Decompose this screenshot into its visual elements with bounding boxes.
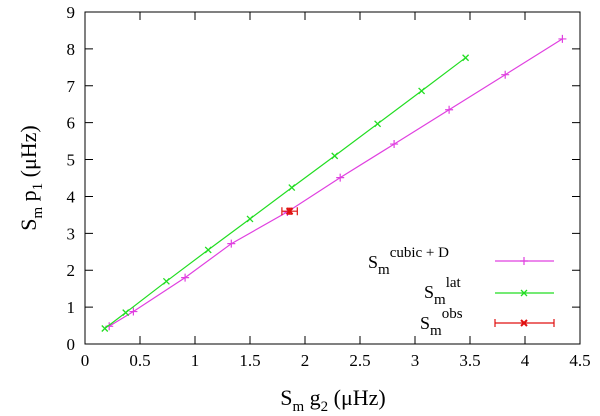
legend-cubic-base: S bbox=[368, 252, 378, 272]
data-point bbox=[285, 207, 294, 215]
y-tick-label: 9 bbox=[67, 3, 76, 22]
x-tick-label: 0.5 bbox=[129, 351, 150, 370]
data-point bbox=[288, 184, 296, 192]
data-point bbox=[246, 215, 254, 223]
data-point bbox=[204, 246, 212, 254]
legend-label-cubic: Smcubic + D bbox=[368, 245, 449, 278]
data-point bbox=[374, 120, 382, 128]
data-point bbox=[331, 152, 339, 160]
x-tick-label: 0 bbox=[81, 351, 90, 370]
legend-obs-sup: obs bbox=[442, 306, 463, 322]
x-axis-title-unit: (μHz) bbox=[328, 385, 386, 410]
x-axis-title-sub1: m bbox=[292, 399, 304, 415]
y-axis-title-sub1: m bbox=[30, 207, 46, 219]
y-axis-title-sub2: 1 bbox=[30, 183, 46, 191]
legend-marker-cubic bbox=[520, 257, 528, 265]
data-point bbox=[181, 273, 190, 282]
x-axis-title: Sm g2 (μHz) bbox=[280, 385, 386, 415]
y-tick-label: 8 bbox=[67, 40, 76, 59]
data-point bbox=[418, 87, 426, 95]
x-tick-label: 3.5 bbox=[459, 351, 480, 370]
x-tick-label: 2.5 bbox=[349, 351, 370, 370]
data-point bbox=[501, 70, 510, 79]
y-axis-title-unit: (μHz) bbox=[16, 125, 41, 183]
data-point bbox=[227, 239, 236, 248]
y-axis-title-main: S bbox=[16, 219, 41, 231]
x-axis-title-mid: g bbox=[304, 385, 321, 410]
x-tick-label: 4 bbox=[521, 351, 530, 370]
y-tick-label: 1 bbox=[67, 298, 76, 317]
series-cubic-d bbox=[105, 34, 567, 331]
data-point bbox=[445, 105, 454, 114]
legend-cubic-sub: m bbox=[378, 262, 390, 278]
legend-cubic-sup: cubic + D bbox=[390, 245, 449, 261]
x-tick-label: 3 bbox=[411, 351, 420, 370]
x-axis-title-main: S bbox=[280, 385, 292, 410]
series-lat bbox=[101, 54, 470, 332]
x-tick-label: 4.5 bbox=[569, 351, 590, 370]
data-point bbox=[462, 54, 470, 62]
y-tick-label: 2 bbox=[67, 261, 76, 280]
series-line bbox=[108, 38, 563, 327]
x-tick-label: 1.5 bbox=[239, 351, 260, 370]
x-axis-title-sub2: 2 bbox=[321, 399, 329, 415]
y-tick-label: 5 bbox=[67, 151, 76, 170]
data-point bbox=[129, 307, 138, 316]
data-point bbox=[558, 34, 567, 43]
x-tick-label: 1 bbox=[191, 351, 200, 370]
legend-obs-sub: m bbox=[430, 323, 442, 339]
y-tick-label: 3 bbox=[67, 224, 76, 243]
y-axis-title-mid: p bbox=[16, 190, 41, 207]
data-point bbox=[390, 140, 399, 149]
legend-marker-lat bbox=[520, 289, 528, 297]
ticks-layer: 0 0.5 1 1.5 2 2.5 3 3.5 4 4.5 0 1 2 3 4 5 6 7 8 9 bbox=[67, 3, 591, 370]
legend: Smcubic + D Smlat Smobs bbox=[368, 245, 555, 339]
series-layer bbox=[101, 34, 567, 332]
plot-frame bbox=[84, 11, 581, 345]
y-tick-label: 6 bbox=[67, 114, 76, 133]
data-point bbox=[122, 309, 130, 317]
y-axis-title: Sm p1 (μHz) bbox=[16, 125, 46, 231]
legend-lat-sub: m bbox=[434, 292, 446, 308]
legend-lat-sup: lat bbox=[446, 275, 462, 291]
legend-label-obs: Smobs bbox=[420, 306, 463, 339]
y-tick-label: 0 bbox=[67, 335, 76, 354]
legend-obs-base: S bbox=[420, 313, 430, 333]
data-point bbox=[336, 173, 345, 182]
series-obs bbox=[281, 207, 298, 216]
legend-lat-base: S bbox=[424, 282, 434, 302]
data-point bbox=[162, 277, 170, 285]
legend-marker-obs bbox=[520, 319, 528, 327]
data-point bbox=[101, 325, 109, 332]
x-tick-label: 2 bbox=[301, 351, 310, 370]
y-tick-label: 4 bbox=[67, 187, 76, 206]
legend-label-lat: Smlat bbox=[424, 275, 462, 308]
series-line bbox=[104, 57, 466, 329]
y-tick-label: 7 bbox=[67, 77, 76, 96]
